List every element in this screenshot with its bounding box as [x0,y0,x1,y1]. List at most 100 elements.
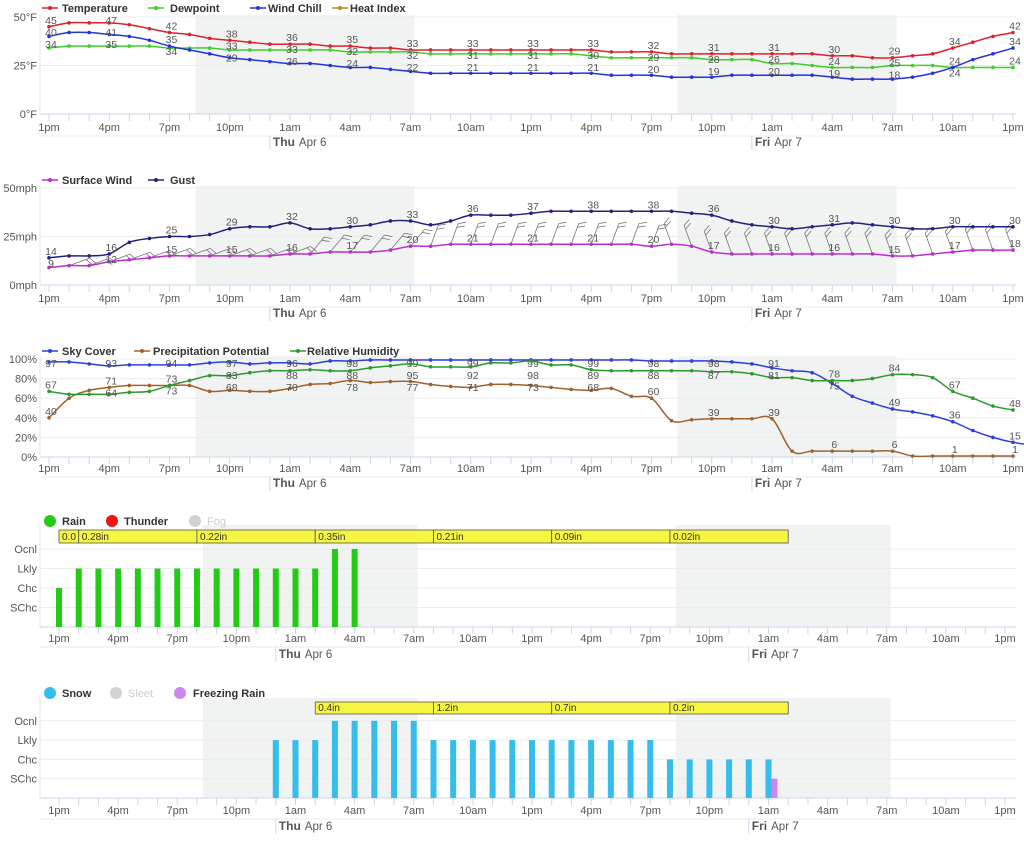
sky-cover-point [167,363,172,367]
legend-item-gust[interactable]: Gust [148,175,195,187]
wind-barb-feather [598,221,607,224]
precipitation-potential-point [830,449,835,453]
legend-item-sleet[interactable]: Sleet [110,687,153,700]
wind-chill-value-label: 26 [286,56,298,68]
y-tick-label: 40% [15,413,37,425]
legend-item-fog[interactable]: Fog [189,515,226,528]
date-label: Fri Apr 7 [752,647,799,661]
legend-item-temperature[interactable]: Temperature [42,3,128,15]
wind-chill-value-label: 29 [226,52,238,64]
legend-item-precipitation-potential[interactable]: Precipitation Potential [134,346,269,358]
wind-chill-value-label: 18 [889,70,901,82]
dewpoint-point [127,44,132,48]
wind-barb-feather [665,220,671,228]
x-tick-label: 7pm [641,293,662,305]
gust-point [268,225,272,229]
dewpoint-point [870,65,875,70]
x-tick-label: 4am [340,293,361,305]
temperature-point [629,50,634,54]
gust-point [207,232,212,237]
legend-label: Fog [207,516,226,528]
precipitation-potential-point [950,454,955,458]
wind-barb [309,236,333,255]
wind-chill-point [569,71,573,76]
temperature-value-label: 31 [708,42,720,54]
surface-wind-point [428,244,433,248]
temperature-point [388,46,393,50]
wind-barb-feather [361,237,370,241]
precipitation-potential-point [468,385,473,390]
precipitation-potential-point [870,449,875,453]
legend-item-snow[interactable]: Snow [44,687,92,700]
legend-label: Relative Humidity [307,346,400,358]
amount-label: 0.22in [200,532,227,543]
x-tick-label: 7am [400,293,421,305]
sky-cover-point [47,360,51,364]
precipitation-potential-value-label: 60 [648,386,660,398]
legend-item-freezing-rain[interactable]: Freezing Rain [174,687,265,700]
temperature-point [750,52,754,56]
rain-bar [95,568,102,627]
wind-barb [844,226,853,255]
legend-marker-icon [140,349,144,353]
wind-barb [68,257,97,266]
x-tick-label: 1am [761,293,782,305]
wind-barb-feather [246,249,254,256]
relative-humidity-point [408,362,413,366]
wind-barb-feather [189,248,197,254]
x-tick-label: 4pm [99,122,120,134]
snow-bar [410,720,417,798]
dewpoint-point [709,57,714,62]
wind-barb-shaft [663,223,672,245]
amount-label: 0.4in [318,703,340,714]
x-tick-label: 4am [817,805,838,817]
wind-barb-feather [424,228,433,232]
legend-item-heat-index[interactable]: Heat Index [332,3,407,15]
legend-item-sky-cover[interactable]: Sky Cover [42,346,117,358]
relative-humidity-value-label: 87 [708,370,720,382]
sky-cover-point [790,368,794,373]
x-tick-label: 1am [285,805,306,817]
surface-wind-point [790,252,794,256]
dewpoint-point [448,52,453,56]
surface-wind-value-label: 17 [949,240,961,252]
gust-point [47,256,51,260]
temperature-value-label: 38 [226,28,238,40]
y-level-label: Lkly [17,735,37,747]
wind-barb-feather [764,226,770,234]
x-tick-label: 4am [822,293,843,305]
wind-chill-point [509,71,513,76]
gust-point [689,211,694,216]
dewpoint-point [207,46,212,50]
surface-wind-point [629,242,634,247]
legend-item-relative-humidity[interactable]: Relative Humidity [290,346,400,358]
legend-item-rain[interactable]: Rain [44,515,86,528]
surface-wind-point [810,252,814,256]
relative-humidity-value-label: 98 [527,370,539,382]
legend-marker-icon [48,178,52,182]
wind-barb-feather [456,225,465,228]
amount-label: 1.2in [436,703,458,714]
sky-cover-point [448,358,453,362]
amount-label: 0.09in [555,532,582,543]
legend-item-surface-wind[interactable]: Surface Wind [42,175,132,187]
wind-barb [510,221,527,245]
y-level-label: Ocnl [14,544,37,556]
precipitation-potential-value-label: 39 [768,407,780,419]
legend-item-wind-chill[interactable]: Wind Chill [250,3,322,15]
legend-item-dewpoint[interactable]: Dewpoint [148,3,220,15]
rain-bar [193,568,200,627]
sky-cover-point [207,361,212,365]
gust-point [368,223,373,227]
dewpoint-value-label: 35 [105,39,117,51]
x-tick-label: 10am [457,122,485,134]
relative-humidity-point [428,365,433,369]
temperature-value-label: 34 [949,36,961,48]
temperature-point [308,42,312,46]
snow-bar [391,720,398,798]
x-tick-label: 4am [340,463,361,475]
legend-item-thunder[interactable]: Thunder [106,515,169,528]
temperature-point [428,48,433,52]
precipitation-potential-point [187,383,192,388]
wind-chill-point [408,69,413,74]
